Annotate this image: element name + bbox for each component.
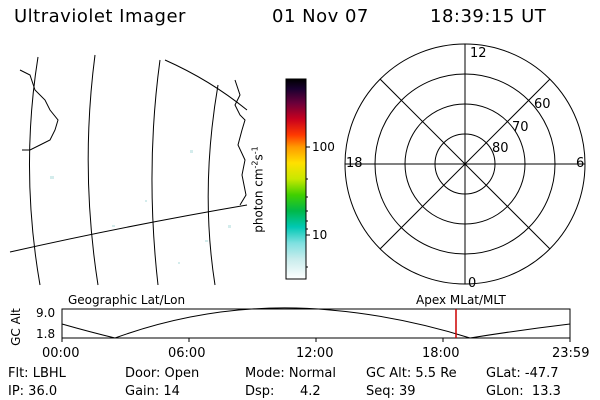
strip-ymax-label: 9.0 — [36, 306, 56, 320]
colorbar-tick-label: 100 — [312, 140, 335, 154]
latitude-line — [9, 204, 248, 253]
colorbar-tick-label: 10 — [312, 228, 328, 242]
glon-info: GLon: 13.3 — [486, 384, 561, 399]
door-info: Door: Open — [125, 366, 200, 381]
latitude-line — [164, 59, 248, 111]
ip-info: IP: 36.0 — [8, 384, 58, 399]
strip-xtick: 00:00 — [42, 346, 80, 361]
strip-xtick: 12:00 — [296, 346, 334, 361]
gain-info: Gain: 14 — [125, 384, 180, 399]
coastline-east — [234, 79, 247, 206]
date-label: 01 Nov 07 — [272, 6, 369, 27]
mlt-label-12: 12 — [470, 46, 487, 61]
mlt-diagonal — [379, 78, 551, 250]
instrument-title: Ultraviolet Imager — [14, 6, 186, 27]
lat-label-60: 60 — [534, 97, 551, 112]
dsp-label: Dsp: — [245, 384, 275, 399]
altitude-curve — [61, 307, 571, 339]
color-scale-bar — [285, 78, 310, 280]
strip-xtick: 23:59 — [552, 346, 590, 361]
mlt-label-0: 0 — [468, 276, 477, 291]
gc-alt-info: GC Alt: 5.5 Re — [366, 366, 457, 381]
mode-info: Mode: Normal — [245, 366, 336, 381]
glat-info: GLat: -47.7 — [486, 366, 559, 381]
dsp-value: 4.2 — [300, 384, 321, 399]
meridian-line — [151, 59, 161, 286]
strip-left-label: Geographic Lat/Lon — [68, 293, 186, 307]
strip-ymin-label: 1.8 — [36, 327, 56, 341]
meridian-line — [87, 54, 99, 286]
strip-xtick: 18:00 — [422, 346, 460, 361]
time-label: 18:39:15 UT — [430, 6, 547, 27]
filter-info: Flt: LBHL — [8, 366, 66, 381]
coastline-west — [19, 69, 59, 151]
mlt-label-6: 6 — [576, 156, 585, 171]
meridian-line — [29, 56, 41, 286]
lat-label-70: 70 — [512, 120, 529, 135]
strip-right-label: Apex MLat/MLT — [416, 293, 506, 307]
mlt-label-18: 18 — [346, 156, 363, 171]
lat-label-80: 80 — [492, 141, 509, 156]
meridian-line — [207, 84, 219, 286]
strip-xtick: 06:00 — [168, 346, 206, 361]
seq-info: Seq: 39 — [366, 384, 416, 399]
